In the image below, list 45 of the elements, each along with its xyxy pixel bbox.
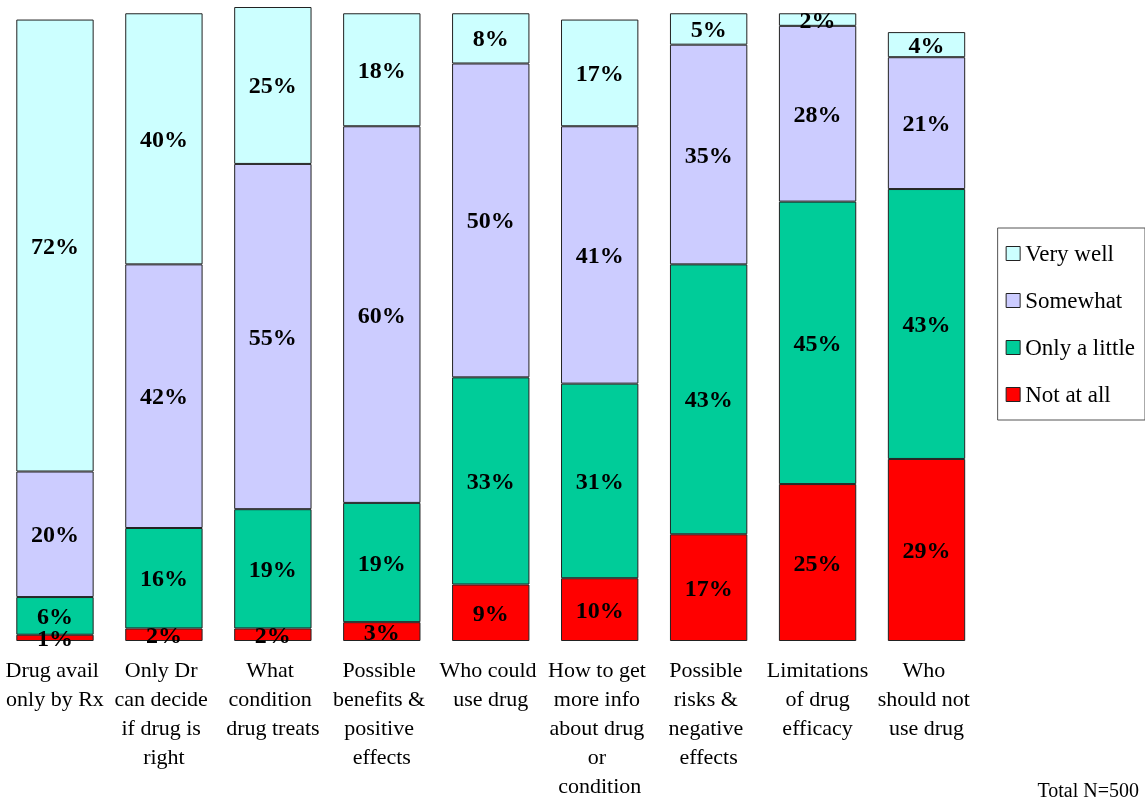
x-tick-label: Possible risks & negative effects (668, 657, 749, 769)
legend-label: Not at all (1025, 382, 1111, 407)
data-label: 42% (139, 383, 188, 410)
data-label: 10% (575, 596, 624, 623)
data-label: 33% (466, 467, 515, 494)
x-tick-label: Limitations of drug efficacy (766, 657, 869, 740)
x-tick-label: Drug avail only by Rx (5, 657, 105, 711)
data-label: 45% (793, 329, 842, 356)
text: Total N=500 (1037, 779, 1140, 801)
data-label: 9% (472, 599, 509, 626)
x-tick-label: Possible benefits & positive effects (332, 657, 431, 769)
x-tick-label: Only Dr can decide if drug is right (114, 657, 214, 769)
data-label: 25% (248, 72, 297, 99)
data-label: 17% (575, 59, 624, 86)
x-tick-label: Who should not use drug (877, 657, 976, 740)
data-label: 16% (139, 565, 188, 592)
data-label: 50% (466, 207, 515, 234)
data-label: 29% (902, 536, 951, 563)
data-label: 60% (357, 301, 406, 328)
legend-label: Very well (1025, 241, 1114, 266)
data-label: 72% (30, 232, 79, 259)
data-label: 4% (908, 31, 945, 58)
data-label: 21% (902, 110, 951, 137)
data-label: 31% (575, 467, 624, 494)
x-tick-label: How to get more info about drug or condition (548, 657, 652, 798)
data-label: 17% (684, 574, 733, 601)
data-label: 8% (472, 25, 509, 52)
data-label: 43% (684, 386, 733, 413)
data-label: 20% (30, 521, 79, 548)
data-label: 18% (357, 56, 406, 83)
data-label: 41% (575, 241, 624, 268)
x-tick-label: What condition drug treats (226, 657, 320, 740)
x-tick-label: Who could use drug (439, 657, 543, 711)
legend-label: Only a little (1025, 335, 1136, 360)
data-label: 25% (793, 549, 842, 576)
data-label: 55% (248, 323, 297, 350)
data-label: 43% (902, 311, 951, 337)
data-label: 35% (684, 141, 733, 168)
data-label: 19% (357, 549, 406, 576)
data-label: 19% (248, 555, 297, 582)
legend-label: Somewhat (1025, 288, 1123, 313)
data-label: 5% (690, 15, 727, 42)
data-label: 40% (139, 125, 188, 152)
data-label: 3% (363, 618, 400, 645)
data-label: 28% (793, 100, 842, 127)
